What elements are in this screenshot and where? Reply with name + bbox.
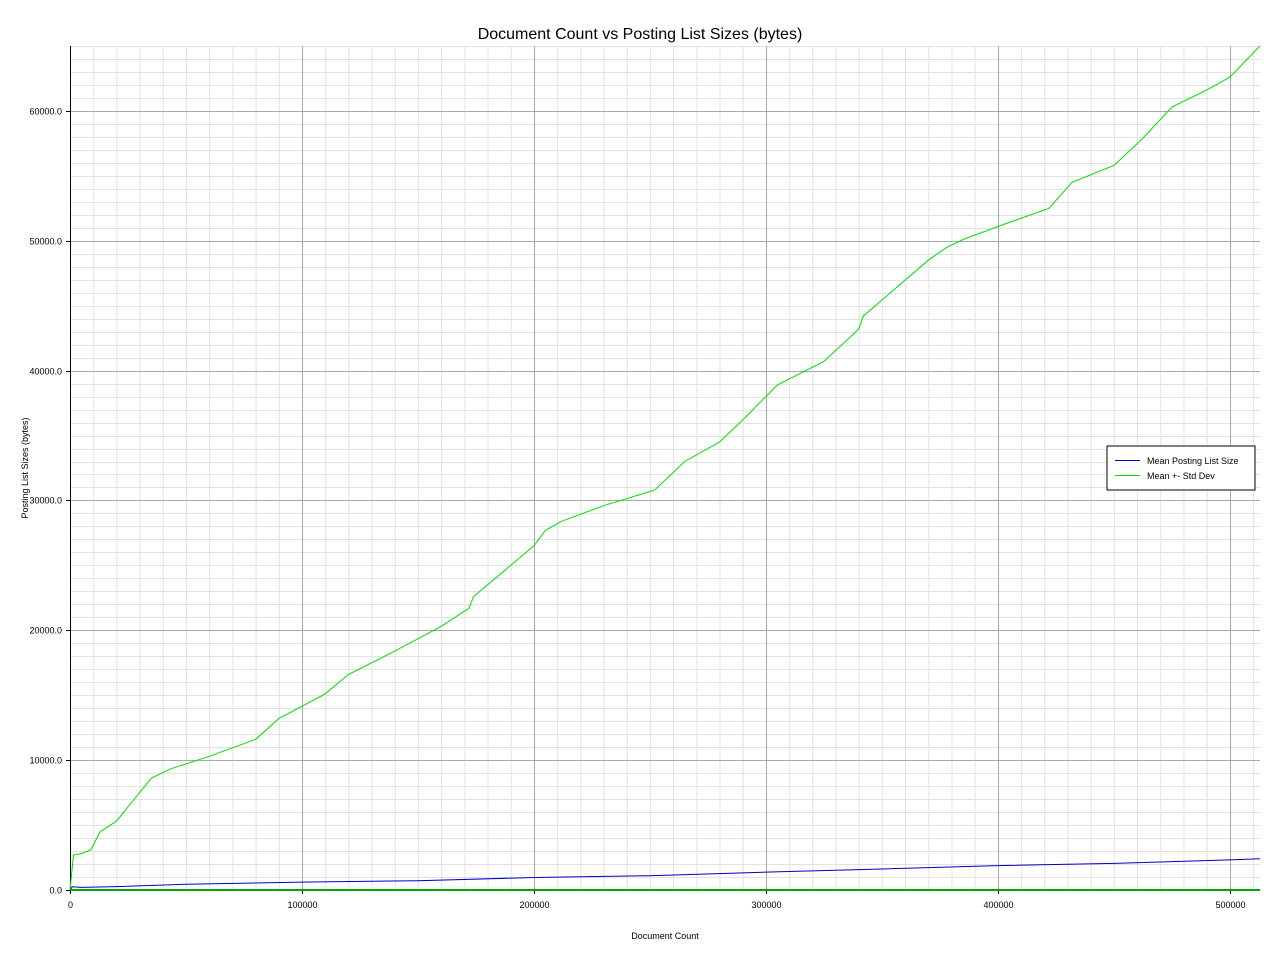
- x-tick-label: 200000: [519, 900, 549, 910]
- major-gridlines: [70, 46, 1260, 890]
- legend-label-stddev: Mean +- Std Dev: [1147, 471, 1215, 481]
- legend-label-mean: Mean Posting List Size: [1147, 456, 1239, 466]
- series-line-mean: [69, 858, 1261, 891]
- y-tick-label: 40000.0: [29, 367, 62, 377]
- chart-title: Document Count vs Posting List Sizes (by…: [478, 26, 803, 43]
- x-tick-label: 300000: [751, 900, 781, 910]
- y-tick-label: 10000.0: [29, 756, 62, 766]
- x-axis-label: Document Count: [631, 931, 699, 941]
- x-tick-label: 500000: [1215, 900, 1245, 910]
- axes: [66, 46, 1260, 894]
- y-axis-label: Posting List Sizes (bytes): [20, 417, 30, 518]
- tick-labels: 0 100000 200000 300000 400000 500000 0.0 10000.…: [29, 107, 1245, 911]
- y-tick-label: 50000.0: [29, 237, 62, 247]
- x-tick-label: 0: [68, 900, 73, 910]
- legend-box: [1106, 445, 1256, 491]
- y-tick-label: 30000.0: [29, 496, 62, 506]
- legend: Mean Posting List Size Mean +- Std Dev: [1106, 445, 1256, 491]
- series-line-upper-stddev: [69, 45, 1261, 891]
- x-tick-label: 100000: [287, 900, 317, 910]
- y-tick-label: 0.0: [49, 886, 62, 896]
- y-tick-label: 60000.0: [29, 107, 62, 117]
- y-tick-label: 20000.0: [29, 626, 62, 636]
- x-tick-label: 400000: [983, 900, 1013, 910]
- minor-gridlines: [70, 46, 1260, 890]
- series-layer: [69, 45, 1261, 891]
